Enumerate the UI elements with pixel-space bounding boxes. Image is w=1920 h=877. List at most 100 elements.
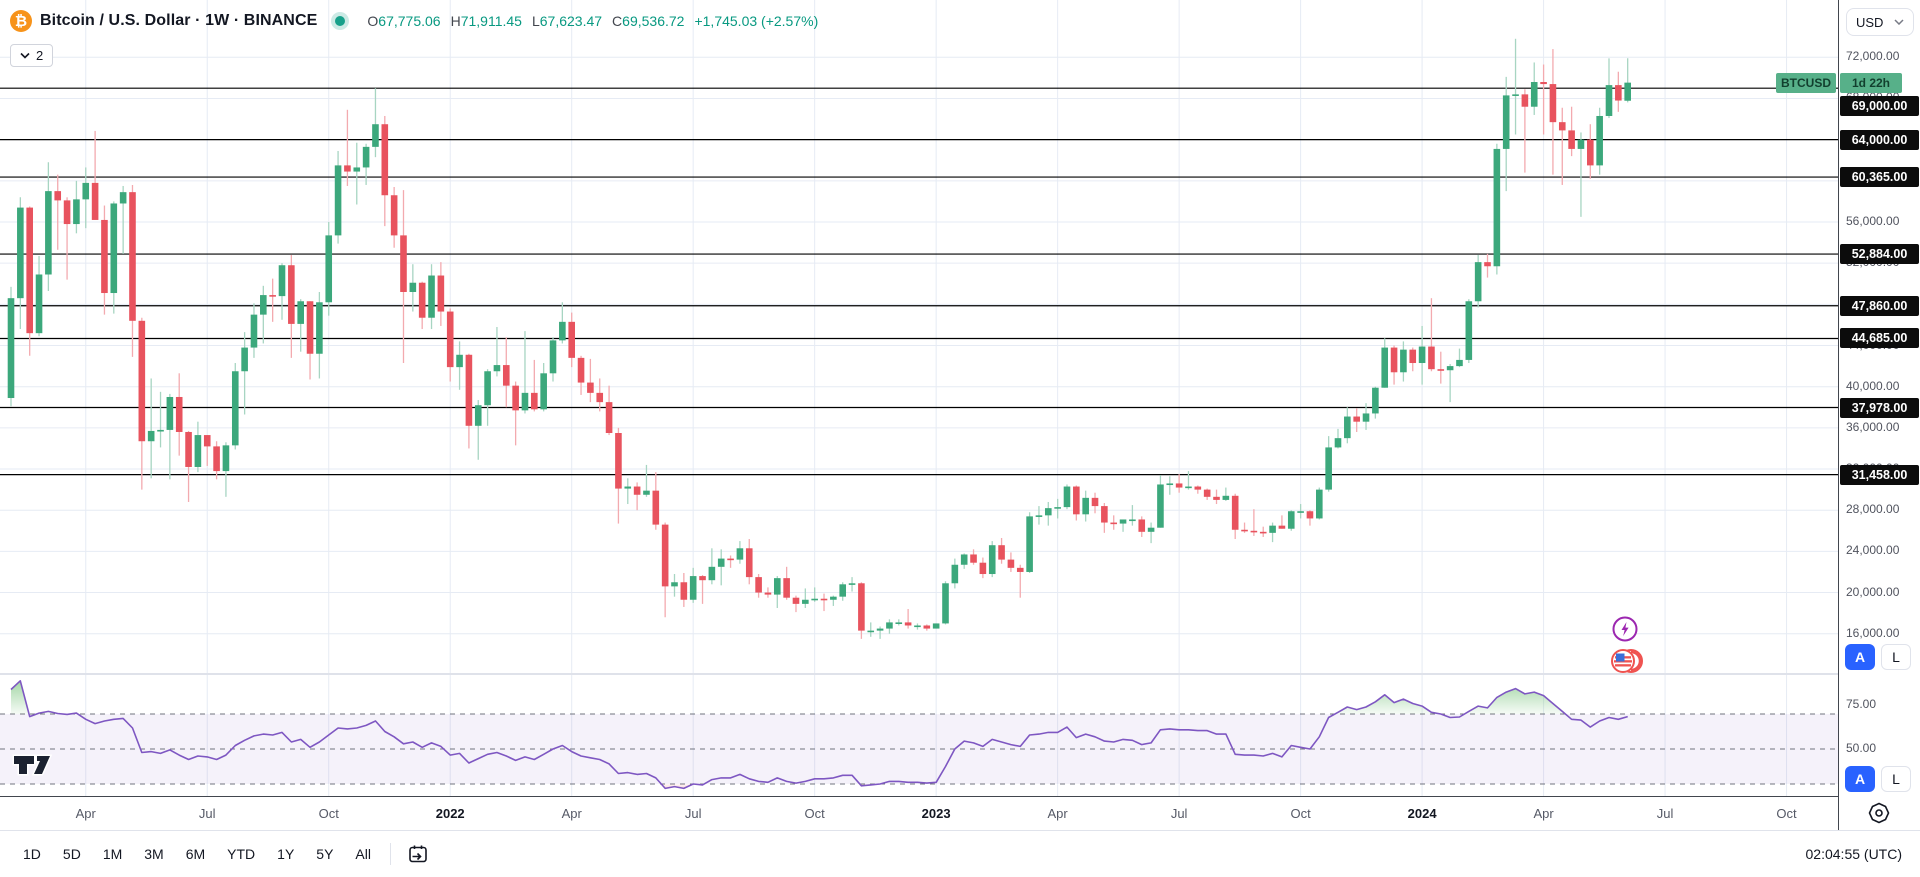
range-button-1d[interactable]: 1D — [23, 846, 41, 862]
ask-button[interactable]: A — [1845, 766, 1875, 792]
candle-body — [549, 340, 557, 374]
candle-body — [1007, 559, 1015, 568]
candle-body — [465, 354, 473, 426]
candle-body — [1353, 416, 1360, 422]
time-axis-tick[interactable]: 2024 — [1407, 806, 1437, 821]
candle-body — [260, 295, 267, 315]
price-level-badge[interactable]: 37,978.00 — [1840, 397, 1919, 418]
candle-body — [1063, 486, 1071, 508]
range-button-1m[interactable]: 1M — [102, 846, 123, 862]
time-axis-tick[interactable]: Oct — [1776, 806, 1797, 821]
price-level-badge[interactable]: 47,860.00 — [1840, 295, 1919, 316]
time-axis-tick[interactable]: 2023 — [921, 806, 951, 821]
price-level-badge[interactable]: 60,365.00 — [1840, 167, 1919, 188]
candle-body — [904, 622, 912, 626]
price-chart[interactable] — [0, 0, 1838, 830]
ohlc-pair: L67,623.47 — [531, 13, 603, 29]
time-axis-tick[interactable]: Oct — [804, 806, 825, 821]
time-axis-tick[interactable]: 2022 — [435, 806, 465, 821]
candle-body — [540, 373, 547, 410]
candle-body — [942, 583, 949, 624]
time-axis-tick[interactable]: Apr — [1533, 806, 1554, 821]
price-level-badge[interactable]: 44,685.00 — [1840, 328, 1919, 349]
symbol-chip[interactable]: BTCUSD — [1776, 73, 1836, 93]
range-button-ytd[interactable]: YTD — [227, 846, 256, 862]
go-to-date-button[interactable] — [401, 839, 435, 869]
axis-settings-gear-icon[interactable] — [1863, 799, 1895, 827]
price-axis-label: 28,000.00 — [1846, 502, 1900, 517]
range-button-3m[interactable]: 3M — [144, 846, 164, 862]
candle-body — [1530, 82, 1538, 107]
price-axis[interactable]: USD 1d 22h A L A L 72,000.0068,000.0064,… — [1839, 0, 1920, 830]
candle-body — [1446, 366, 1454, 371]
candle-body — [615, 433, 622, 489]
candle-body — [1428, 346, 1435, 370]
price-level-badge[interactable]: 52,884.00 — [1840, 244, 1919, 265]
price-axis-label: 40,000.00 — [1846, 378, 1900, 393]
candle-body — [1521, 94, 1529, 107]
range-button-5y[interactable]: 5Y — [316, 846, 334, 862]
candle-body — [671, 582, 678, 587]
candle-body — [484, 371, 491, 406]
ohlc-pair: O67,775.06 — [367, 13, 441, 29]
ask-button[interactable]: A — [1845, 644, 1875, 670]
candle-body — [35, 274, 43, 334]
time-axis-tick[interactable]: Jul — [1170, 806, 1188, 821]
symbol-title[interactable]: Bitcoin / U.S. Dollar · 1W · BINANCE — [40, 12, 318, 29]
indicators-collapse-button[interactable]: 2 — [10, 44, 54, 67]
rsi-pane-trade-buttons: A L — [1845, 766, 1911, 792]
time-axis[interactable]: Apr Jul Oct 2022 Apr Jul Oct 2023 Apr Jul Oct 2024 A… — [0, 796, 1838, 830]
candle-body — [699, 576, 706, 581]
candle-body — [325, 235, 333, 303]
last-button[interactable]: L — [1881, 644, 1911, 670]
last-button[interactable]: L — [1881, 766, 1911, 792]
candle-body — [1624, 82, 1631, 101]
candle-body — [792, 597, 800, 604]
time-axis-tick[interactable]: Oct — [318, 806, 339, 821]
candle-body — [1409, 349, 1417, 364]
time-axis-tick[interactable]: Oct — [1290, 806, 1311, 821]
price-level-badge[interactable]: 64,000.00 — [1840, 129, 1919, 150]
candle-body — [1493, 148, 1501, 267]
market-status-icon[interactable] — [331, 12, 350, 30]
candle-body — [970, 554, 977, 563]
candle-body — [680, 582, 688, 600]
candle-body — [1502, 95, 1510, 149]
range-button-6m[interactable]: 6M — [185, 846, 206, 862]
session-clock[interactable]: 02:04:55 (UTC) — [1805, 846, 1902, 862]
candle-body — [1390, 347, 1398, 373]
candle-body — [446, 311, 454, 368]
candle-body — [512, 385, 519, 411]
time-axis-tick[interactable]: Apr — [561, 806, 582, 821]
bitcoin-icon: ₿ — [10, 10, 32, 32]
candle-body — [362, 146, 370, 168]
price-axis-label: 56,000.00 — [1846, 214, 1900, 228]
tradingview-logo[interactable] — [12, 752, 56, 783]
time-axis-tick[interactable]: Jul — [198, 806, 216, 821]
candle-body — [1577, 139, 1585, 149]
ohlc-pair: C69,536.72 — [612, 13, 685, 29]
range-button-5d[interactable]: 5D — [62, 846, 81, 862]
economic-event-flag-icon[interactable] — [1609, 647, 1649, 680]
currency-dropdown[interactable]: USD — [1846, 8, 1914, 36]
time-axis-tick[interactable]: Apr — [75, 806, 96, 821]
candle-body — [17, 207, 24, 299]
time-axis-tick[interactable]: Jul — [1656, 806, 1674, 821]
range-button-all[interactable]: All — [355, 846, 371, 862]
candle-body — [559, 321, 566, 341]
candle-body — [624, 486, 632, 489]
candle-body — [1129, 519, 1136, 522]
price-level-badge[interactable]: 69,000.00 — [1840, 96, 1919, 117]
candle-body — [63, 200, 71, 225]
flash-event-icon[interactable] — [1611, 615, 1639, 648]
time-axis-tick[interactable]: Jul — [684, 806, 702, 821]
range-button-1y[interactable]: 1Y — [277, 846, 295, 862]
candle-body — [587, 382, 594, 393]
candle-body — [745, 548, 753, 578]
candle-body — [1222, 495, 1230, 500]
price-level-badge[interactable]: 31,458.00 — [1840, 464, 1919, 485]
candle-body — [1568, 130, 1575, 149]
time-axis-tick[interactable]: Apr — [1047, 806, 1068, 821]
bar-countdown-chip: 1d 22h — [1840, 73, 1902, 93]
